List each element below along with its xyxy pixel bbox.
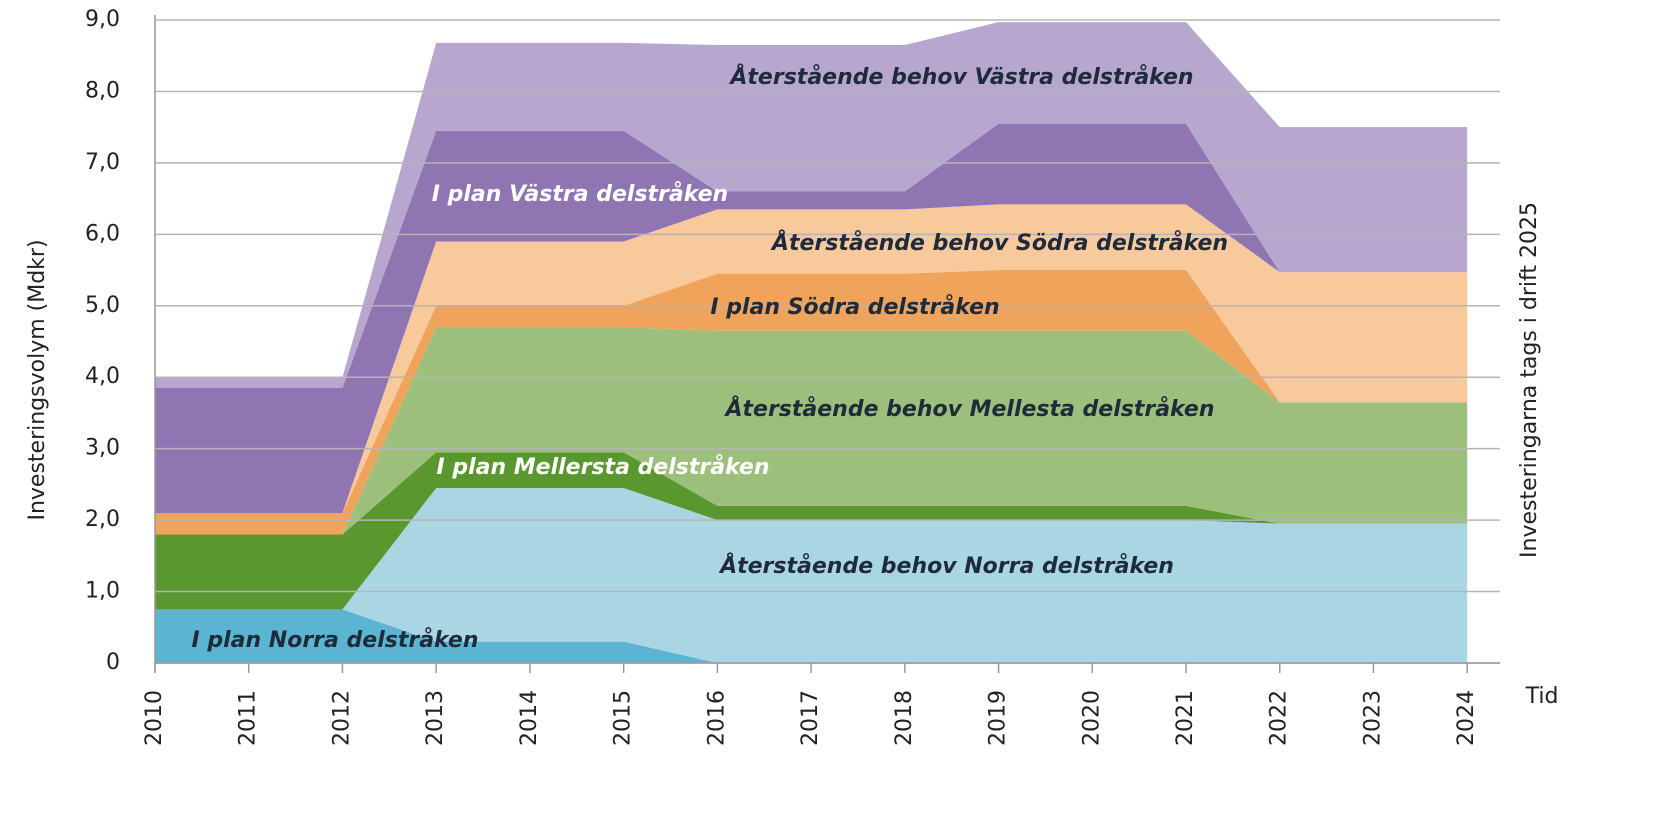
x-tick-label: 2017 [798,690,823,746]
legend-label: Återstående behov Norra delstråken [718,553,1174,579]
x-tick-label: 2020 [1079,690,1104,746]
x-tick-label: 2018 [892,690,917,746]
legend-label: Återstående behov Mellesta delstråken [723,396,1214,422]
x-tick-label: 2012 [329,690,354,746]
legend-label: I plan Södra delstråken [710,294,999,320]
x-tick-label: 2013 [423,690,448,746]
x-tick-label: 2014 [517,690,542,746]
y2-axis-label: Investeringarna tags i drift 2025 [1517,202,1542,558]
y-tick-label: 9,0 [85,7,120,32]
x-axis-label: Tid [1525,684,1559,709]
x-tick-label: 2024 [1454,690,1479,746]
x-tick-label: 2021 [1173,690,1198,746]
y-tick-label: 8,0 [85,78,120,103]
y-tick-label: 7,0 [85,150,120,175]
x-tick-label: 2015 [611,690,636,746]
area [155,22,1468,388]
y-tick-label: 1,0 [85,579,120,604]
x-tick-label: 2022 [1267,690,1292,746]
area [155,123,1468,513]
areas [155,22,1468,663]
y-tick-label: 2,0 [85,507,120,532]
y-tick-label: 5,0 [85,293,120,318]
x-tick-label: 2019 [986,690,1011,746]
y-tick-label: 3,0 [85,436,120,461]
legend-label: I plan Norra delstråken [192,627,479,653]
area [155,609,1468,663]
area [155,270,1468,535]
legend-label: I plan Mellersta delstråken [436,454,769,480]
y-axis-label: Investeringsvolym (Mdkr) [25,239,50,520]
y-tick-label: 0 [106,650,120,675]
x-tick-label: 2016 [704,690,729,746]
y-tick-label: 4,0 [85,364,120,389]
legend-label: Återstående behov Västra delstråken [728,64,1193,90]
area [155,487,1468,663]
area [155,327,1468,535]
legend-label: I plan Västra delstråken [432,181,728,207]
y-tick-label: 6,0 [85,221,120,246]
x-tick-label: 2011 [236,690,261,746]
x-tick-label: 2010 [142,690,167,746]
area [155,204,1468,513]
area [155,452,1468,610]
legend-label: Återstående behov Södra delstråken [770,230,1228,256]
x-tick-label: 2023 [1360,690,1385,746]
